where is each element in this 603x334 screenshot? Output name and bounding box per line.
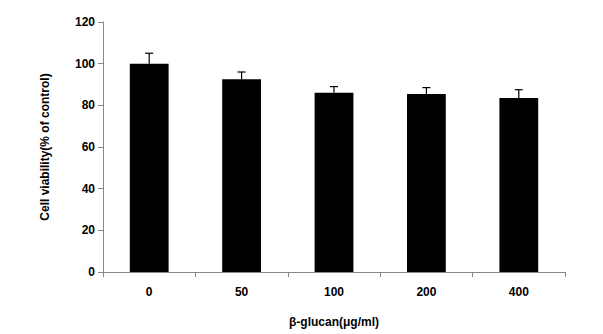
svg-text:40: 40 (82, 182, 96, 196)
svg-text:60: 60 (82, 140, 96, 154)
svg-text:Cell viability(% of control): Cell viability(% of control) (38, 73, 52, 220)
svg-text:50: 50 (235, 285, 249, 299)
svg-text:80: 80 (82, 98, 96, 112)
svg-text:120: 120 (75, 15, 95, 29)
svg-text:200: 200 (416, 285, 436, 299)
svg-text:20: 20 (82, 223, 96, 237)
svg-text:100: 100 (75, 57, 95, 71)
svg-text:400: 400 (509, 285, 529, 299)
svg-text:β-glucan(μg/ml): β-glucan(μg/ml) (289, 315, 379, 329)
svg-text:100: 100 (324, 285, 344, 299)
svg-text:0: 0 (88, 265, 95, 279)
svg-text:0: 0 (146, 285, 153, 299)
